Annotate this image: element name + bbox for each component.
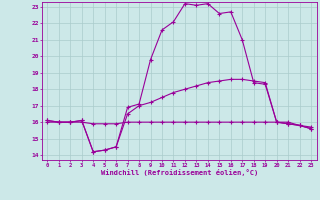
- X-axis label: Windchill (Refroidissement éolien,°C): Windchill (Refroidissement éolien,°C): [100, 169, 258, 176]
